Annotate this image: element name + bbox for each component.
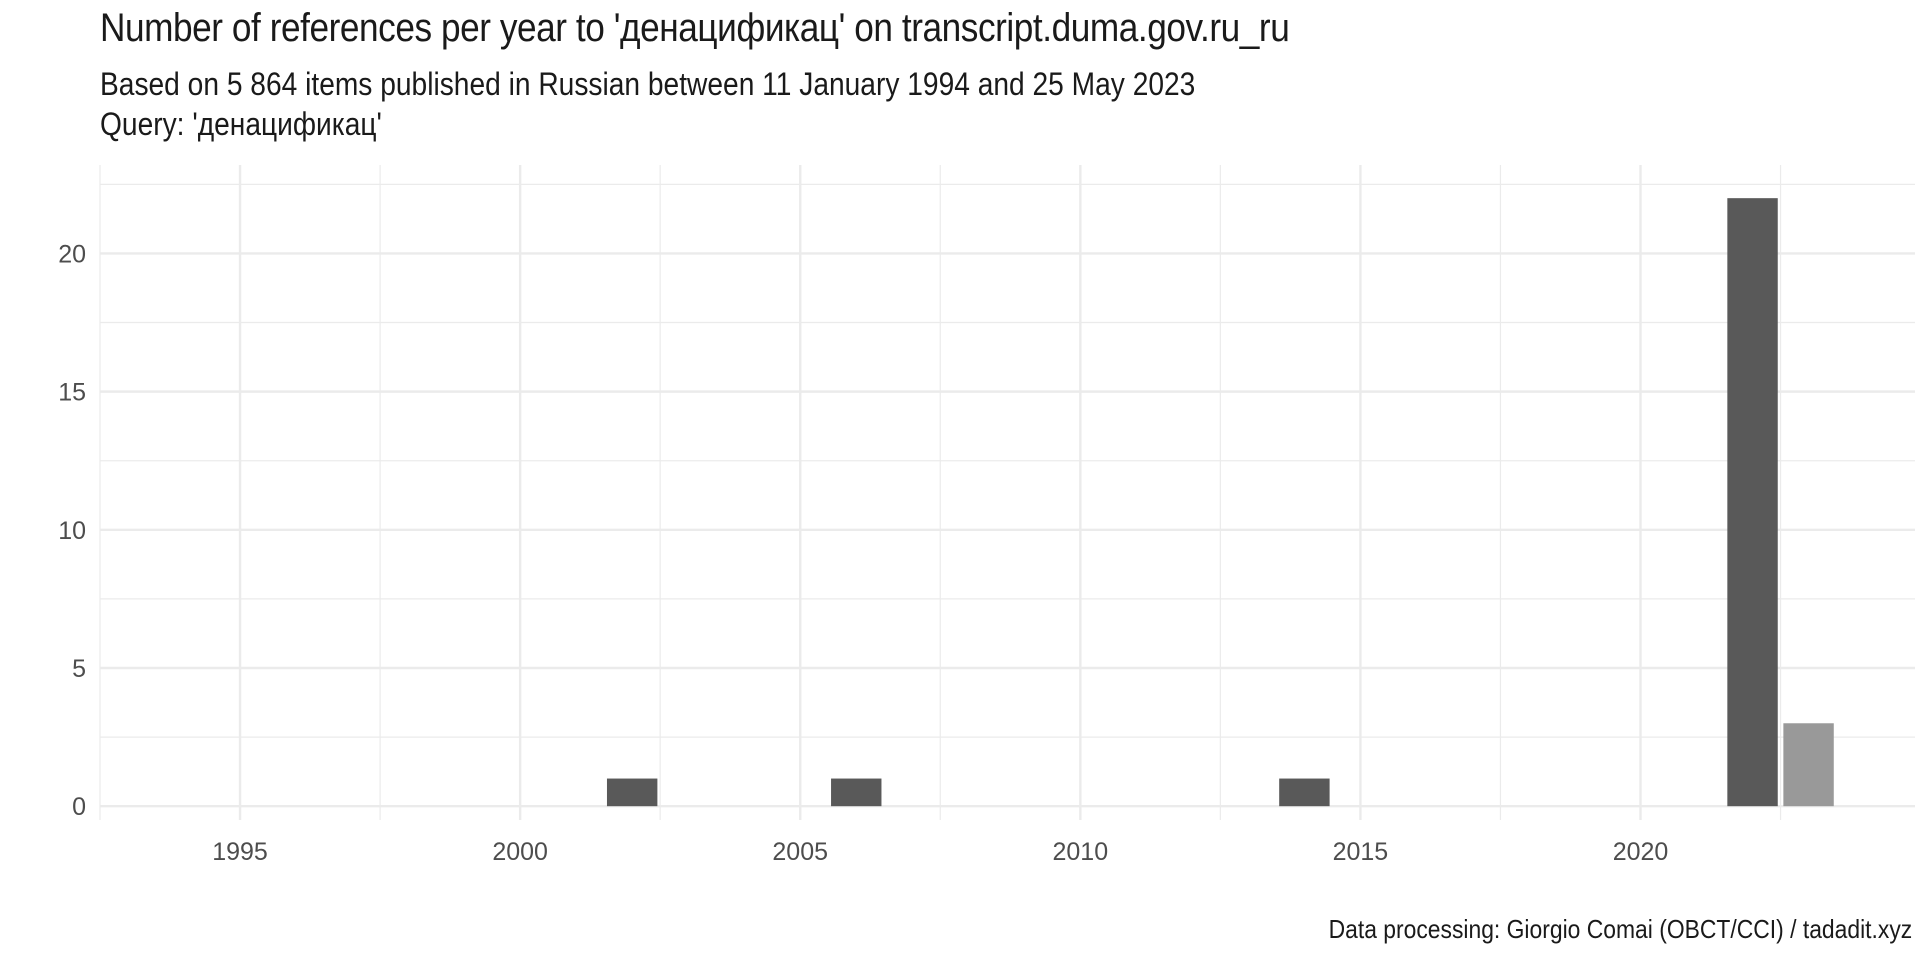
y-tick-label: 15 — [58, 379, 86, 407]
grid-lines — [99, 165, 1915, 820]
bar-2006 — [831, 778, 882, 807]
axis-labels: 1995 2000 2005 2010 2015 2020 0 5 10 15 20 — [58, 240, 1668, 866]
x-tick-label: 2005 — [772, 838, 828, 866]
y-tick-label: 0 — [72, 793, 86, 821]
x-tick-label: 2000 — [492, 838, 548, 866]
chart-subtitle: Based on 5 864 items published in Russia… — [100, 64, 1195, 144]
x-tick-label: 2010 — [1053, 838, 1109, 866]
y-tick-label: 10 — [58, 517, 86, 545]
y-tick-label: 20 — [58, 240, 86, 268]
bar-2022 — [1727, 198, 1778, 807]
y-tick-label: 5 — [72, 655, 86, 683]
subtitle-line-query: Query: 'денацификац' — [100, 106, 382, 142]
subtitle-line-items: Based on 5 864 items published in Russia… — [100, 66, 1196, 102]
chart-caption: Data processing: Giorgio Comai (OBCT/CCI… — [1328, 914, 1912, 944]
x-tick-label: 1995 — [212, 838, 268, 866]
bar-2014 — [1279, 778, 1330, 807]
bars — [606, 198, 1834, 807]
chart-title: Number of references per year to 'денаци… — [100, 6, 1290, 50]
bar-2023 — [1783, 723, 1834, 807]
x-tick-label: 2015 — [1333, 838, 1389, 866]
bar-2002 — [606, 778, 658, 807]
x-tick-label: 2020 — [1613, 838, 1669, 866]
